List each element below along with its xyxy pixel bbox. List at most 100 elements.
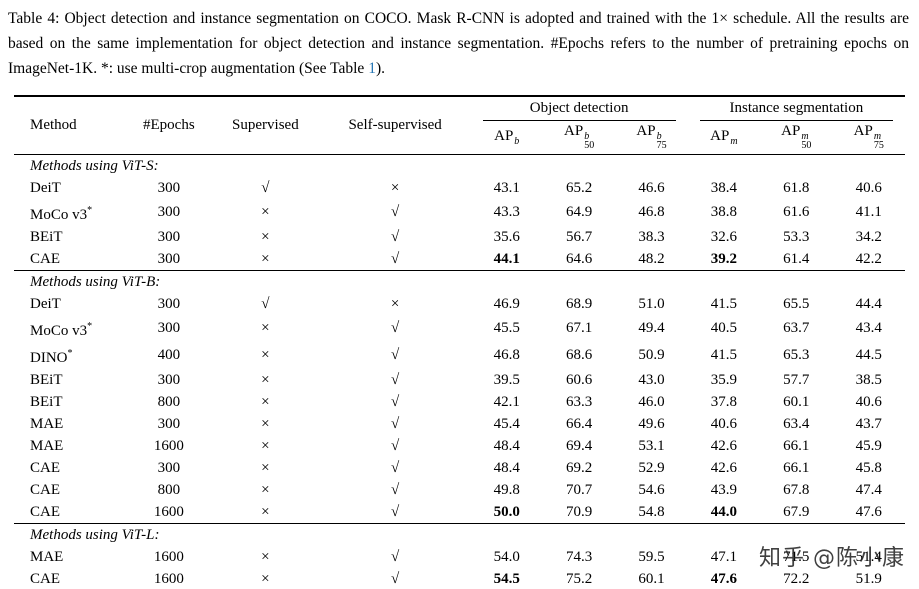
metric-value-cell: 74.3: [565, 548, 593, 565]
metric-value-cell: 67.9: [783, 503, 810, 520]
metric-value-cell: 38.8: [710, 204, 737, 220]
metric-value-cell: 50.9: [638, 347, 665, 363]
col-header-self-supervised: Self-supervised: [319, 96, 471, 155]
metric-value-cell: 39.2: [710, 250, 737, 267]
epochs-cell: 300: [157, 371, 181, 388]
table-1-link[interactable]: 1: [368, 60, 376, 77]
metric-value-cell: 41.5: [710, 295, 737, 312]
metric-value-cell: 60.6: [565, 371, 593, 388]
method-cell: DeiT: [30, 179, 61, 196]
epochs-cell: 1600: [153, 548, 184, 565]
metric-value-cell: 40.6: [855, 179, 882, 196]
metric-value-cell: 42.2: [855, 250, 882, 267]
metric-value-cell: 52.9: [638, 459, 665, 476]
method-asterisk: *: [67, 347, 73, 359]
col-header-ap-b-50: AP b 50: [542, 121, 616, 155]
epochs-cell: 300: [157, 204, 181, 220]
metric-value-cell: 66.4: [565, 415, 593, 432]
metric-supsub: m: [730, 135, 738, 147]
method-cell: CAE: [30, 503, 60, 520]
method-cell: BEiT: [30, 371, 63, 388]
self-supervised-cell: √: [390, 459, 400, 476]
col-header-epochs: #Epochs: [126, 96, 212, 155]
metric-value-cell: 35.9: [710, 371, 737, 388]
col-header-method: Method: [14, 96, 127, 155]
table-row: DeiT 300 √ × 46.9 68.9 51.0 41.5 65.5 44.4: [14, 293, 905, 315]
metric-value-cell: 34.2: [855, 228, 882, 245]
metric-value-cell: 41.5: [710, 347, 737, 363]
metric-value-cell: 71.5: [783, 548, 810, 565]
metric-value-cell: 44.4: [855, 295, 882, 312]
metric-value-cell: 40.5: [710, 320, 737, 336]
self-supervised-cell: √: [390, 250, 400, 267]
metric-value-cell: 51.0: [638, 295, 665, 312]
metric-value-cell: 63.4: [783, 415, 810, 432]
metric-value-cell: 61.8: [783, 179, 810, 196]
metric-supsub: m 50: [801, 131, 812, 151]
caption-text-before: Table 4: Object detection and instance s…: [8, 10, 909, 77]
metric-value-cell: 47.4: [855, 481, 882, 498]
metric-value-cell: 53.3: [783, 228, 810, 245]
col-header-ap-b-75: AP b 75: [615, 121, 688, 155]
metric-value-cell: 68.9: [565, 295, 593, 312]
metric-value-cell: 54.6: [638, 481, 665, 498]
metric-value-cell: 51.4: [855, 548, 882, 565]
results-table: Method #Epochs Supervised Self-supervise…: [14, 95, 905, 589]
metric-value-cell: 67.8: [783, 481, 810, 498]
metric-value-cell: 38.3: [638, 228, 665, 245]
metric-value-cell: 46.8: [493, 347, 520, 363]
metric-value-cell: 70.7: [565, 481, 593, 498]
epochs-cell: 300: [157, 179, 181, 196]
epochs-cell: 300: [157, 320, 181, 336]
supervised-cell: ×: [261, 503, 270, 520]
watermark-zhihu: 知乎 @陈小康: [759, 546, 905, 571]
table-row: BEiT 300 × √ 39.5 60.6 43.0 35.9 57.7 38.5: [14, 369, 905, 391]
self-supervised-cell: √: [390, 320, 400, 336]
epochs-cell: 1600: [153, 503, 184, 520]
col-header-method-label: Method: [30, 117, 77, 133]
metric-value-cell: 45.5: [493, 320, 520, 336]
section-header-row: Methods using ViT-B:: [14, 270, 905, 293]
table-row: CAE 1600 × √ 50.0 70.9 54.8 44.0 67.9 47.6: [14, 501, 905, 524]
metric-value-cell: 54.0: [493, 548, 520, 565]
self-supervised-cell: ×: [390, 295, 400, 312]
metric-value-cell: 65.5: [783, 295, 810, 312]
table-row: MAE 1600 × √ 48.4 69.4 53.1 42.6 66.1 45.9: [14, 435, 905, 457]
metric-value-cell: 50.0: [493, 503, 520, 520]
epochs-cell: 800: [157, 481, 181, 498]
self-supervised-cell: ×: [390, 179, 400, 196]
metric-value-cell: 59.5: [638, 548, 665, 565]
metric-value-cell: 47.6: [710, 570, 737, 587]
metric-value-cell: 44.0: [710, 503, 737, 520]
caption-text-after: ).: [375, 60, 385, 77]
supervised-cell: ×: [261, 228, 270, 245]
col-header-supervised: Supervised: [211, 96, 320, 155]
method-cell: CAE: [30, 250, 60, 267]
metric-value-cell: 75.2: [565, 570, 593, 587]
metric-value-cell: 48.4: [493, 459, 520, 476]
supervised-cell: ×: [261, 393, 270, 410]
epochs-cell: 300: [157, 295, 181, 312]
metric-value-cell: 43.3: [493, 204, 520, 220]
metric-value-cell: 43.4: [855, 320, 882, 336]
epochs-cell: 800: [157, 393, 181, 410]
epochs-cell: 300: [157, 459, 181, 476]
self-supervised-cell: √: [390, 481, 400, 498]
self-supervised-cell: √: [390, 570, 400, 587]
metric-value-cell: 46.6: [638, 179, 665, 196]
supervised-cell: ×: [261, 250, 270, 267]
col-header-epochs-label: #Epochs: [143, 117, 195, 133]
method-cell: MAE: [30, 548, 64, 565]
self-supervised-cell: √: [390, 548, 400, 565]
supervised-cell: ×: [261, 570, 270, 587]
metric-value-cell: 45.9: [855, 437, 882, 454]
metric-value-cell: 45.8: [855, 459, 882, 476]
self-supervised-cell: √: [390, 371, 400, 388]
metric-value-cell: 35.6: [493, 228, 520, 245]
section-title: Methods using ViT-S:: [30, 157, 159, 174]
supervised-cell: ×: [261, 347, 270, 363]
metric-value-cell: 61.4: [783, 250, 810, 267]
metric-value-cell: 53.1: [638, 437, 665, 454]
metric-value-cell: 38.4: [710, 179, 737, 196]
metric-value-cell: 40.6: [710, 415, 737, 432]
